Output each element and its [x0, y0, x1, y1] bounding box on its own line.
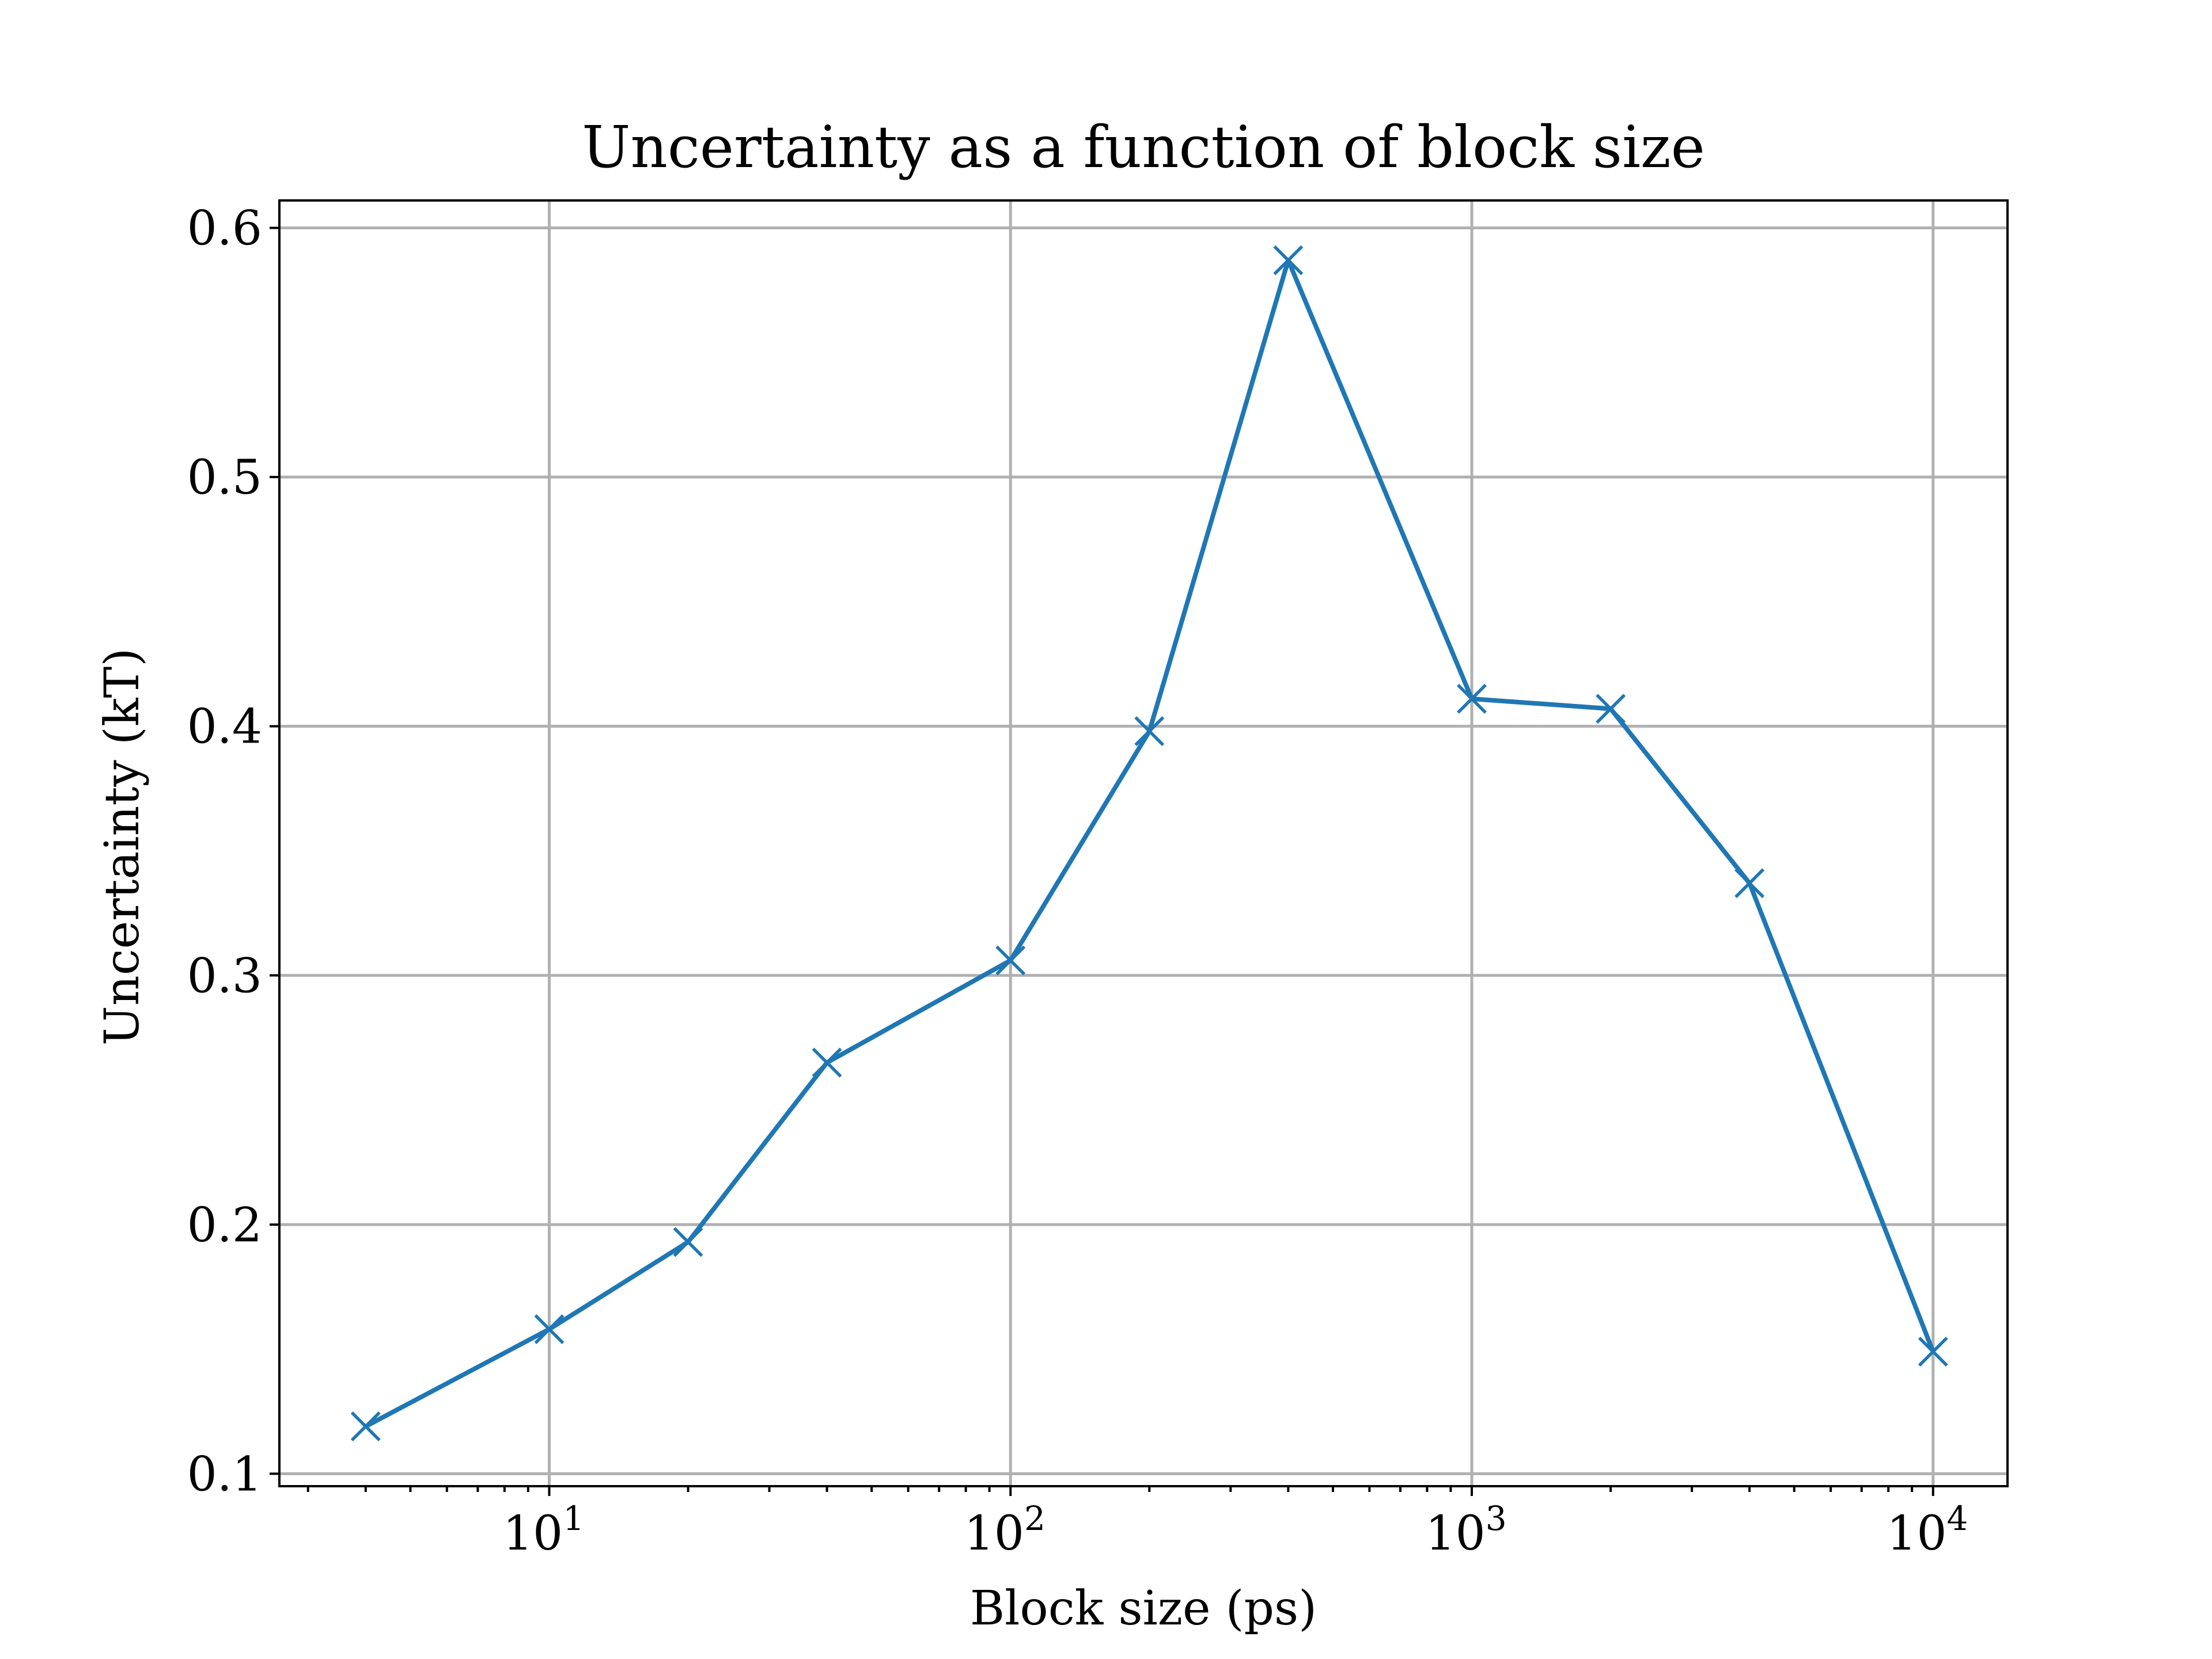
y-tick-label: 0.1 — [187, 1447, 262, 1502]
x-tick-exponent: 2 — [1024, 1499, 1046, 1538]
x-tick-base: 10 — [503, 1506, 563, 1561]
data-point-marker — [1918, 1336, 1948, 1367]
data-point-marker — [1734, 868, 1765, 899]
data-point-marker — [350, 1411, 381, 1442]
y-tick-label: 0.4 — [187, 700, 262, 755]
x-tick-base: 10 — [1425, 1506, 1485, 1561]
x-tick-exponent: 1 — [563, 1499, 584, 1538]
grid — [279, 200, 2008, 1486]
x-tick-base: 10 — [1887, 1506, 1946, 1561]
x-tick-base: 10 — [964, 1506, 1024, 1561]
x-tick-label: 104 — [1887, 1499, 1968, 1561]
plot-frame — [278, 199, 2009, 1487]
series-layer — [350, 245, 1948, 1442]
data-point-marker — [1457, 684, 1487, 714]
data-point-marker — [1596, 694, 1626, 724]
data-point-marker — [1134, 716, 1165, 747]
data-point-marker — [812, 1047, 842, 1078]
data-point-marker — [1273, 245, 1304, 275]
chart-title: Uncertainty as a function of block size — [582, 113, 1705, 181]
y-axis-label: Uncertainty (kT) — [95, 648, 150, 1046]
data-point-marker — [534, 1314, 565, 1344]
x-tick-label: 103 — [1425, 1499, 1506, 1561]
y-tick-label: 0.2 — [187, 1198, 262, 1253]
y-tick-label: 0.3 — [187, 949, 262, 1003]
data-point-marker — [673, 1227, 703, 1257]
x-tick-exponent: 4 — [1947, 1499, 1968, 1538]
y-tick-label: 0.6 — [187, 202, 262, 256]
x-tick-label: 101 — [503, 1499, 584, 1561]
x-axis-label: Block size (ps) — [970, 1581, 1317, 1636]
x-tick-exponent: 3 — [1486, 1499, 1507, 1538]
x-tick-label: 102 — [964, 1499, 1046, 1561]
data-point-marker — [995, 945, 1026, 976]
y-tick-label: 0.5 — [187, 450, 262, 505]
